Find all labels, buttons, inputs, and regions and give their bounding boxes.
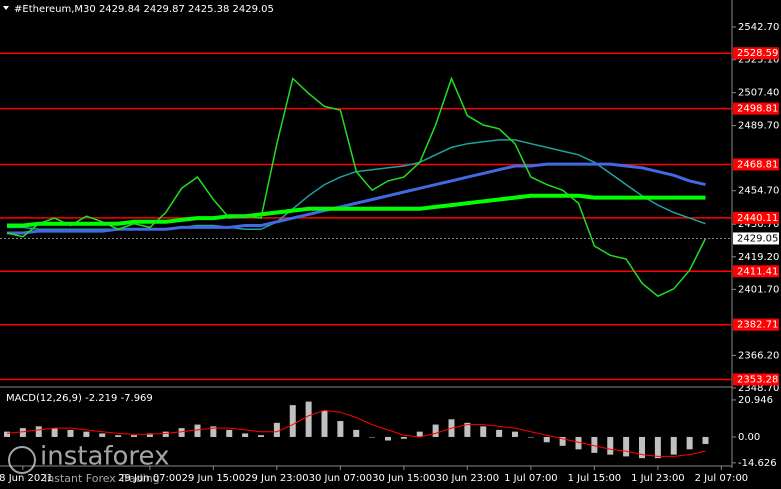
histogram-bar [131, 435, 137, 437]
y-tick-label: 2507.40 [738, 88, 779, 99]
level-label: 2382.71 [737, 320, 778, 331]
histogram-bar [607, 436, 614, 455]
histogram-bar [51, 428, 58, 437]
histogram-bar [623, 436, 630, 457]
histogram-bar [115, 435, 122, 437]
histogram-bar [258, 435, 264, 437]
y-tick-label: 20.946 [738, 395, 773, 406]
watermark-tagline: Instant Forex Trading [44, 472, 160, 485]
x-tick-label: 1 Jul 07:00 [504, 473, 558, 484]
histogram-bar [83, 431, 90, 437]
histogram-bar [273, 422, 280, 437]
x-tick-label: 1 Jul 15:00 [568, 473, 622, 484]
histogram-bar [353, 429, 360, 437]
level-label-box [733, 158, 779, 171]
level-label-box [733, 373, 779, 386]
histogram-bar [194, 424, 201, 437]
histogram-bar [480, 426, 487, 437]
histogram-bar [162, 431, 169, 437]
histogram-bar [146, 433, 153, 437]
histogram-bar [639, 436, 645, 459]
histogram-bar [464, 422, 471, 437]
moving-average [7, 193, 706, 228]
x-tick-label: 29 Jun 07:00 [118, 473, 182, 484]
histogram-bar [575, 436, 582, 450]
y-tick-label: 2436.70 [738, 219, 779, 230]
signal-line [6, 409, 706, 457]
logo [8, 446, 36, 474]
level-label: 2468.81 [737, 159, 778, 170]
histogram-bar [654, 436, 661, 459]
level-label-box [733, 265, 779, 278]
y-tick-label: 2542.70 [738, 22, 779, 33]
histogram-bar [289, 405, 296, 437]
x-tick-label: 2 Jul 07:00 [695, 473, 749, 484]
y-tick-label: 2454.70 [738, 186, 779, 197]
y-tick-label: 0.00 [738, 432, 760, 443]
watermark-brand: instaforex [40, 442, 169, 472]
histogram-bar [226, 429, 233, 437]
histogram-bar [19, 428, 26, 437]
y-tick-label: 2525.10 [738, 55, 779, 66]
histogram-bar [512, 431, 518, 437]
histogram-bar [527, 436, 534, 438]
last-price-label: 2429.05 [737, 233, 778, 244]
price-line [6, 76, 707, 298]
x-tick-label: 30 Jun 23:00 [436, 473, 500, 484]
x-tick-label: 1 Jul 23:00 [631, 473, 685, 484]
histogram-bar [400, 436, 407, 439]
moving-average [7, 162, 706, 235]
level-label-box [733, 318, 779, 331]
y-tick-label: 2419.20 [738, 252, 779, 263]
y-tick-label: 2366.20 [738, 350, 779, 361]
histogram-bar [321, 410, 328, 437]
chart-title: #Ethereum,M30 2429.84 2429.87 2425.38 24… [14, 4, 274, 15]
level-label-box [733, 47, 779, 60]
histogram-bar [686, 436, 693, 450]
x-tick-label: 28 Jun 2021 [0, 473, 53, 484]
histogram-bar [543, 436, 550, 443]
histogram-bar [99, 433, 106, 437]
x-tick-label: 30 Jun 07:00 [309, 473, 373, 484]
histogram-bar [178, 428, 185, 437]
level-label: 2528.59 [737, 48, 778, 59]
histogram-bar [337, 421, 344, 437]
level-label-box [733, 102, 779, 115]
y-tick-label: 2401.70 [738, 284, 779, 295]
level-label: 2411.41 [737, 266, 778, 277]
level-label: 2498.81 [737, 104, 778, 115]
histogram-bar [702, 436, 709, 445]
level-label: 2353.28 [737, 374, 778, 385]
level-label-box [733, 211, 779, 224]
x-tick-label: 30 Jun 15:00 [372, 473, 436, 484]
menu-arrow [3, 6, 9, 10]
x-tick-label: 29 Jun 15:00 [182, 473, 246, 484]
histogram-bar [416, 431, 423, 437]
y-tick-label: 2348.70 [738, 383, 779, 394]
histogram-bar [242, 433, 249, 437]
histogram-bar [369, 436, 376, 438]
histogram-bar [559, 436, 566, 446]
x-tick-label: 29 Jun 23:00 [245, 473, 309, 484]
histogram-bar [432, 424, 439, 437]
last-price-box [733, 232, 779, 245]
y-tick-label: -14.626 [738, 458, 777, 469]
histogram-bar [4, 431, 10, 437]
macd-title: MACD(12,26,9) -2.219 -7.969 [6, 393, 153, 404]
histogram-bar [67, 429, 74, 437]
histogram-bar [385, 436, 391, 441]
watermark: instaforex Instant Forex Trading [8, 442, 169, 485]
histogram-bar [305, 401, 312, 437]
level-label: 2440.11 [737, 213, 778, 224]
histogram-bar [210, 426, 217, 437]
histogram-bar [591, 436, 598, 453]
histogram-bar [496, 429, 503, 437]
histogram-bar [35, 426, 42, 437]
histogram-bar [670, 436, 677, 455]
y-tick-label: 2489.70 [738, 121, 779, 132]
